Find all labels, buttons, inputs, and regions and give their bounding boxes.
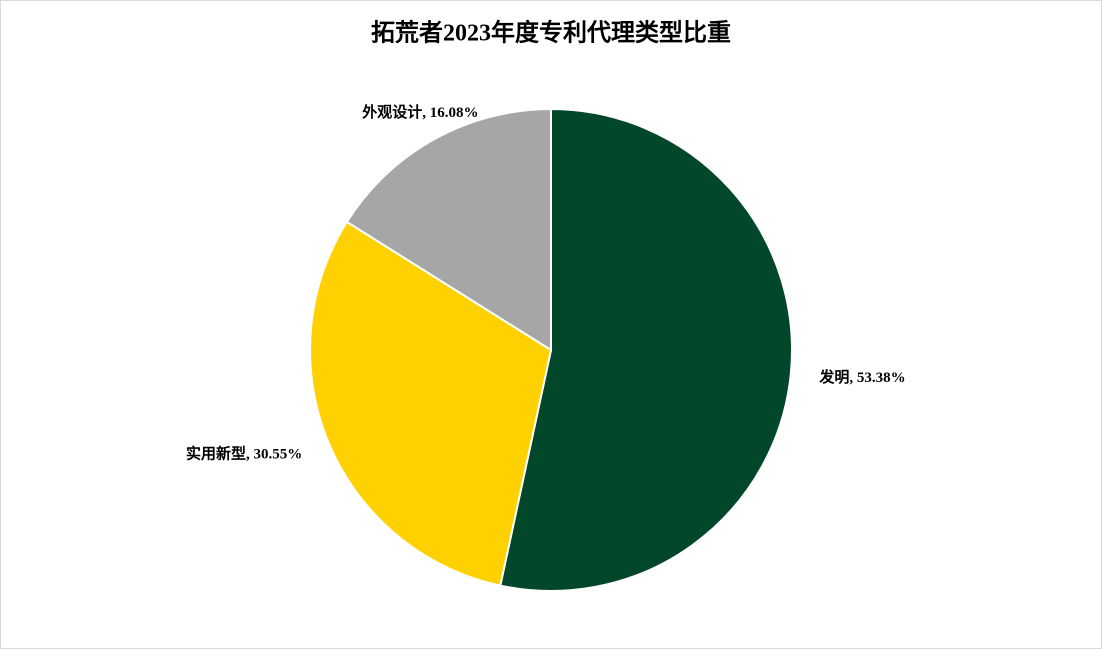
data-label: 实用新型, 30.55% bbox=[186, 444, 302, 462]
data-label: 外观设计, 16.08% bbox=[361, 103, 478, 121]
pie-slice bbox=[345, 107, 552, 352]
chart-title: 拓荒者2023年度专利代理类型比重 bbox=[371, 19, 731, 47]
data-label: 发明, 53.38% bbox=[818, 368, 905, 386]
pie-slice bbox=[499, 107, 793, 592]
